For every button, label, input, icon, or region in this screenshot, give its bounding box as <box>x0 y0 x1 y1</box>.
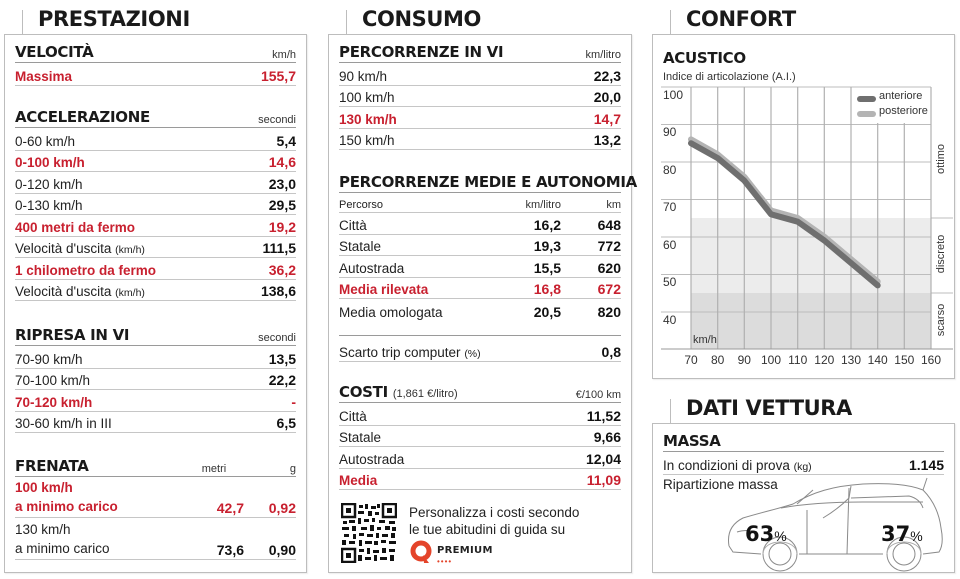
ripresa-row: 70-90 km/h 13,5 <box>15 347 296 369</box>
qr-code-icon[interactable] <box>341 503 397 563</box>
ripresa-row: 70-120 km/h - <box>15 390 296 412</box>
q-logo-icon <box>410 540 432 563</box>
scarto-row: Scarto trip computer (%) 0,8 <box>339 340 621 362</box>
dati-vettura-title: DATI VETTURA <box>682 396 856 420</box>
front-mass-pct: 63% <box>745 522 787 546</box>
medie-row: Media rilevata 16,8 672 <box>339 278 621 299</box>
costi-row: Città 11,52 <box>339 404 621 426</box>
accelerazione-row: 0-130 km/h 29,5 <box>15 194 296 215</box>
percorrenze-row: 130 km/h 14,7 <box>339 107 621 129</box>
costi-header: COSTI (1,861 €/litro) €/100 km <box>339 383 621 403</box>
medie-header: PERCORRENZE MEDIE E AUTONOMIA <box>339 173 637 193</box>
ytick-100: 100 <box>663 88 684 102</box>
medie-row: Città 16,2 648 <box>339 213 621 235</box>
accelerazione-row: 0-60 km/h 5,4 <box>15 129 296 151</box>
frenata-row: 100 km/h a minimo carico 42,7 0,92 <box>15 480 296 518</box>
car-outline-icon <box>728 477 943 572</box>
prestazioni-title: PRESTAZIONI <box>34 7 194 31</box>
legend-posteriore-swatch <box>857 111 876 117</box>
velocita-row-massima: Massima 155,7 <box>15 64 296 86</box>
legend-anteriore-swatch <box>857 96 876 102</box>
frenata-header: FRENATA metri g <box>15 457 296 477</box>
medie-row: Autostrada 15,5 620 <box>339 256 621 278</box>
acustico-title: ACUSTICO <box>663 49 746 67</box>
ytick-50: 50 <box>663 275 677 289</box>
massa-header: MASSA <box>663 430 944 452</box>
costi-row: Media 11,09 <box>339 469 621 490</box>
confort-title: CONFORT <box>682 7 800 31</box>
accelerazione-row: 1 chilometro da fermo 36,2 <box>15 258 296 280</box>
prestazioni-panel: VELOCITÀ km/h Massima 155,7 ACCELERAZION… <box>4 34 307 573</box>
ytick-70: 70 <box>663 200 677 214</box>
ytick-80: 80 <box>663 163 677 177</box>
medie-row: Media omologata 20,5 820 <box>339 303 621 320</box>
promo-text: Personalizza i costi secondo le tue abit… <box>409 505 580 537</box>
legend-anteriore-label: anteriore <box>879 90 923 102</box>
ytick-60: 60 <box>663 238 677 252</box>
premium-brand: PREMIUM <box>437 545 493 556</box>
frenata-row: 130 km/h a minimo carico 73,6 0,90 <box>15 522 296 560</box>
medie-row: Statale 19,3 772 <box>339 235 621 256</box>
zone-discreto: discreto <box>935 234 947 274</box>
zone-ottimo: ottimo <box>935 144 947 174</box>
ripresa-header: RIPRESA IN VI secondi <box>15 326 296 346</box>
acustico-chart <box>661 86 953 350</box>
percorrenze-vi-header: PERCORRENZE IN VI km/litro <box>339 43 621 63</box>
ripresa-row: 70-100 km/h 22,2 <box>15 369 296 390</box>
legend-posteriore-label: posteriore <box>879 105 928 117</box>
confort-panel: ACUSTICO Indice di articolazione (A.I.) <box>652 34 955 379</box>
ripresa-row: 30-60 km/h in III 6,5 <box>15 412 296 433</box>
acustico-subtitle: Indice di articolazione (A.I.) <box>663 71 796 83</box>
percorrenze-row: 100 km/h 20,0 <box>339 86 621 107</box>
costi-row: Statale 9,66 <box>339 426 621 447</box>
accelerazione-row: Velocità d'uscita (km/h) 138,6 <box>15 280 296 301</box>
velocita-header: VELOCITÀ km/h <box>15 43 296 63</box>
premium-dots: •••• <box>437 557 453 566</box>
costi-row: Autostrada 12,04 <box>339 447 621 469</box>
consumo-title: CONSUMO <box>358 7 485 31</box>
rear-mass-pct: 37% <box>881 522 923 546</box>
consumo-panel: PERCORRENZE IN VI km/litro 90 km/h 22,3 … <box>328 34 637 573</box>
massa-prova-row: In condizioni di prova (kg) 1.145 <box>663 453 944 475</box>
accelerazione-row: 400 metri da fermo 19,2 <box>15 215 296 237</box>
zone-scarso: scarso <box>935 303 947 337</box>
accelerazione-row: Velocità d'uscita (km/h) 111,5 <box>15 237 296 258</box>
ytick-40: 40 <box>663 313 677 327</box>
percorrenze-row: 90 km/h 22,3 <box>339 64 621 86</box>
ytick-90: 90 <box>663 125 677 139</box>
ripartizione-label: Ripartizione massa <box>663 477 778 492</box>
medie-col-header: Percorso km/litro km <box>339 193 621 213</box>
percorrenze-row: 150 km/h 13,2 <box>339 129 621 150</box>
x-unit-label: km/h <box>693 334 717 346</box>
divider <box>339 335 621 336</box>
accelerazione-row: 0-120 km/h 23,0 <box>15 172 296 194</box>
accelerazione-header: ACCELERAZIONE secondi <box>15 108 296 128</box>
dati-vettura-panel: MASSA In condizioni di prova (kg) 1.145 … <box>652 423 955 573</box>
accelerazione-row: 0-100 km/h 14,6 <box>15 151 296 172</box>
